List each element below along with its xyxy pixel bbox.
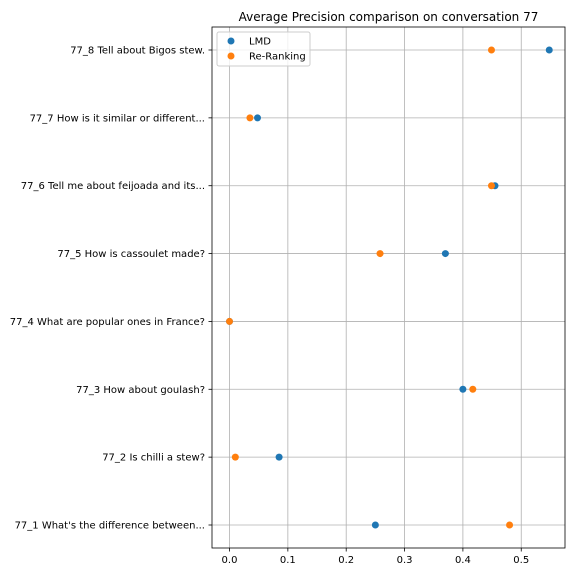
- legend-label-lmd: LMD: [249, 37, 271, 48]
- data-point-re-ranking: [506, 521, 514, 529]
- data-point-re-ranking: [246, 114, 254, 122]
- data-point-re-ranking: [469, 385, 477, 393]
- legend: LMD Re-Ranking: [216, 31, 311, 67]
- data-point-re-ranking: [231, 453, 239, 461]
- legend-marker-re-ranking: [227, 52, 235, 60]
- data-point-lmd: [275, 453, 283, 461]
- x-tick-label: 0.1: [280, 555, 296, 566]
- legend-marker-lmd: [227, 37, 235, 45]
- y-tick-label: 77_1 What's the difference between...: [15, 521, 205, 532]
- x-tick-label: 0.3: [397, 555, 413, 566]
- data-point-re-ranking: [487, 46, 495, 54]
- x-tick-label: 0.2: [338, 555, 354, 566]
- data-point-lmd: [371, 521, 379, 529]
- y-tick-label: 77_8 Tell about Bigos stew.: [70, 46, 205, 57]
- data-point-lmd: [441, 250, 449, 258]
- y-tick-label: 77_4 What are popular ones in France?: [10, 317, 205, 328]
- data-point-re-ranking: [376, 250, 384, 258]
- y-tick-label: 77_3 How about goulash?: [76, 385, 205, 396]
- x-tick-label: 0.4: [455, 555, 471, 566]
- legend-label-re-ranking: Re-Ranking: [249, 52, 306, 63]
- y-tick-label: 77_7 How is it similar or different...: [30, 113, 205, 124]
- data-point-re-ranking: [487, 182, 495, 190]
- y-tick-label: 77_2 Is chilli a stew?: [102, 453, 205, 464]
- x-tick-label: 0.5: [513, 555, 529, 566]
- grid: [212, 27, 565, 548]
- data-point-lmd: [545, 46, 553, 54]
- x-tick-label: 0.0: [222, 555, 238, 566]
- data-point-lmd: [459, 385, 467, 393]
- legend-box: [216, 31, 311, 67]
- data-points: [226, 46, 553, 529]
- data-point-lmd: [254, 114, 262, 122]
- y-tick-label: 77_6 Tell me about feijoada and its...: [21, 181, 205, 192]
- chart-title: Average Precision comparison on conversa…: [239, 10, 539, 24]
- plot-area-frame: [211, 26, 566, 549]
- data-point-re-ranking: [226, 317, 234, 325]
- axis-ticks: 0.0 0.1 0.2 0.3 0.4 0.5 77_1 What's the differ…: [10, 46, 529, 567]
- y-tick-label: 77_5 How is cassoulet made?: [57, 249, 205, 260]
